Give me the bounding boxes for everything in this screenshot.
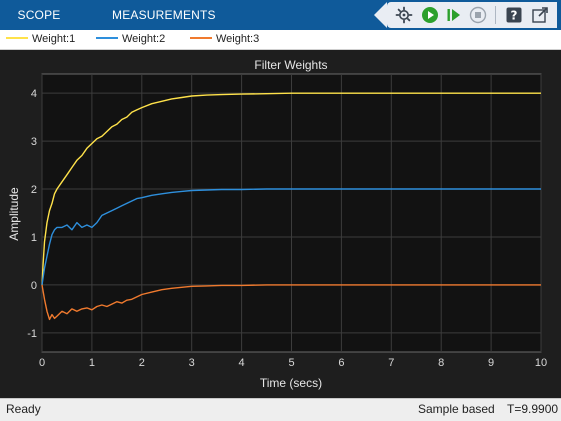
legend-label: Weight:3 (216, 33, 260, 45)
run-icon[interactable] (421, 6, 439, 24)
y-axis-label: Amplitude (7, 187, 21, 241)
legend-label: Weight:1 (32, 33, 76, 45)
x-tick-label: 6 (338, 357, 344, 369)
x-tick-label: 3 (189, 357, 195, 369)
x-tick-label: 10 (535, 357, 547, 369)
toolstrip: ? (374, 2, 557, 28)
legend-item-weight-1[interactable]: Weight:1 (6, 30, 75, 49)
status-mode: Sample based (418, 402, 495, 416)
chart-title: Filter Weights (254, 58, 327, 72)
x-axis-label: Time (secs) (260, 376, 322, 390)
series-line-weight-1 (41, 92, 541, 285)
status-time: T=9.9900 (507, 402, 559, 416)
y-tick-label: 2 (31, 184, 37, 196)
legend-label: Weight:2 (122, 33, 166, 45)
step-forward-icon[interactable] (445, 6, 463, 24)
x-tick-label: 8 (438, 357, 444, 369)
stop-icon[interactable] (469, 6, 487, 24)
legend-swatch-weight-1 (6, 37, 28, 40)
x-tick-label: 1 (89, 357, 95, 369)
svg-text:?: ? (511, 9, 518, 23)
tick-labels: 0 1 2 3 4 5 6 7 8 9 10 -1 0 1 2 3 4 (27, 88, 547, 369)
y-tick-label: 3 (31, 136, 37, 148)
series-lines (41, 92, 541, 321)
x-tick-label: 5 (288, 357, 294, 369)
x-tick-label: 4 (239, 357, 245, 369)
y-tick-label: 0 (31, 280, 37, 292)
toolbar-separator (495, 6, 496, 24)
tab-measurements[interactable]: MEASUREMENTS (112, 8, 216, 22)
legend: Weight:1 Weight:2 Weight:3 (0, 30, 561, 50)
x-tick-label: 9 (488, 357, 494, 369)
y-tick-label: -1 (27, 328, 37, 340)
status-ready: Ready (6, 402, 41, 416)
status-bar: Ready Sample based T=9.9900 (0, 398, 561, 421)
tab-scope[interactable]: SCOPE (17, 8, 61, 22)
y-tick-label: 4 (31, 88, 37, 100)
top-toolbar: SCOPE MEASUREMENTS (0, 0, 561, 30)
help-icon[interactable]: ? (505, 6, 523, 24)
legend-swatch-weight-2 (96, 37, 118, 40)
undock-icon[interactable] (531, 6, 549, 24)
x-tick-label: 7 (388, 357, 394, 369)
legend-swatch-weight-3 (190, 37, 212, 40)
legend-item-weight-3[interactable]: Weight:3 (190, 30, 259, 49)
series-line-weight-2 (41, 188, 541, 286)
settings-icon[interactable] (395, 6, 413, 24)
x-tick-label: 0 (39, 357, 45, 369)
legend-item-weight-2[interactable]: Weight:2 (96, 30, 165, 49)
x-tick-label: 2 (139, 357, 145, 369)
series-line-weight-3 (41, 284, 541, 321)
scope-plot[interactable]: 0 1 2 3 4 5 6 7 8 9 10 -1 0 1 2 3 4 Filter Weights Time … (0, 50, 561, 398)
y-tick-label: 1 (31, 232, 37, 244)
